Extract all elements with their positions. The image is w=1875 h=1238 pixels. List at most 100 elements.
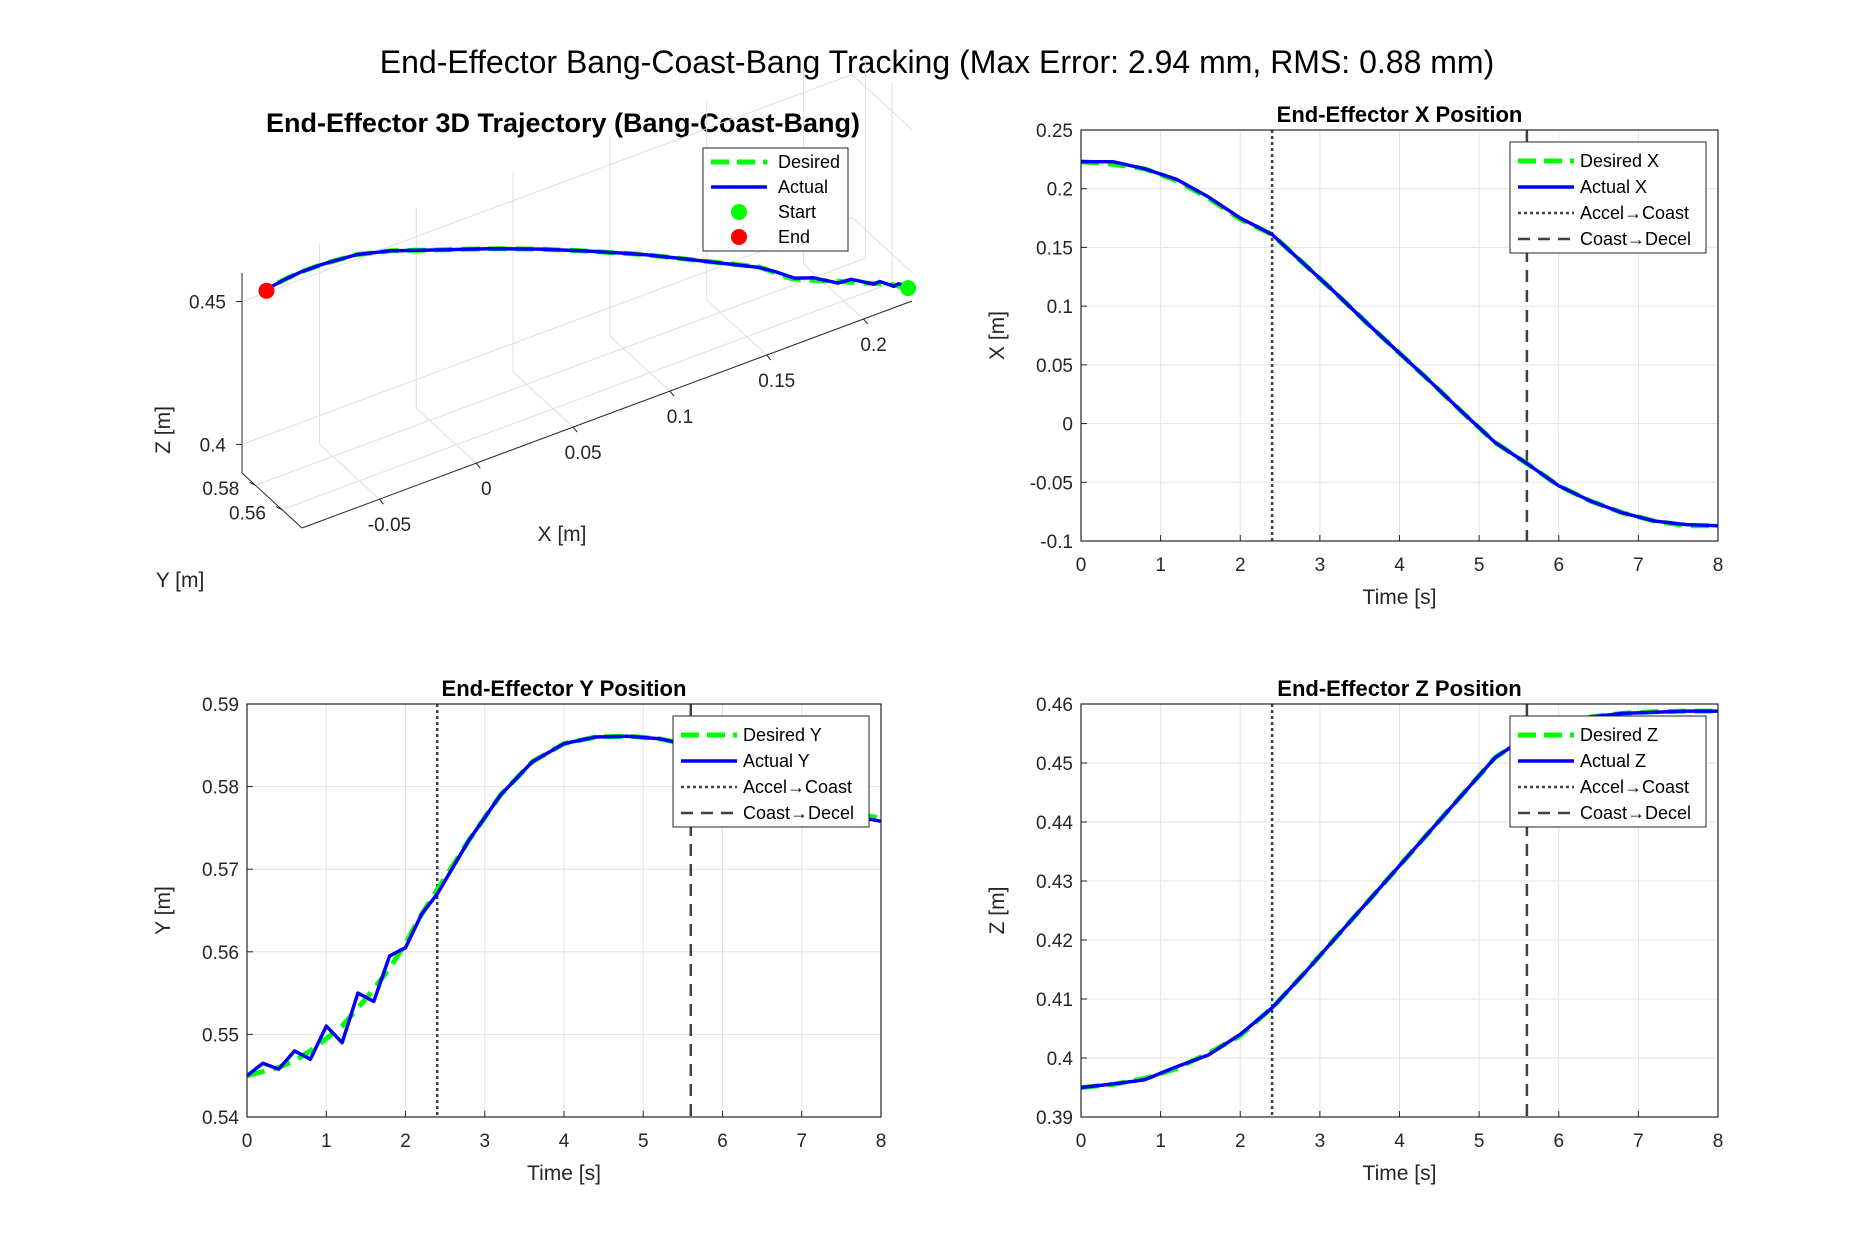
zpos-x-tick-label: 8	[1713, 1131, 1724, 1152]
zpos-y-axis-label: Z [m]	[986, 887, 1009, 935]
ypos-legend-label-1: Desired Y	[743, 725, 822, 745]
xpos-x-tick-label: 7	[1633, 555, 1644, 576]
trajectory-3d-end-marker	[258, 282, 275, 299]
zpos-y-tick-label: 0.4	[1047, 1049, 1074, 1070]
zpos-x-tick-label: 4	[1394, 1131, 1405, 1152]
ypos-legend-box	[672, 715, 870, 828]
ypos-legend-label-2: Actual Y	[743, 751, 810, 771]
xpos-y-tick-label: 0.2	[1047, 180, 1073, 201]
zpos-x-tick-label: 2	[1235, 1131, 1246, 1152]
grid3d-floor-x-line	[512, 371, 574, 428]
zpos-y-tick-label: 0.42	[1036, 931, 1073, 952]
axis3d-x-line	[301, 300, 913, 529]
zpos-axes-frame	[1080, 703, 1719, 1118]
grid3d-back-z-line	[241, 216, 853, 445]
trajectory-3d-start-marker	[900, 280, 917, 297]
ypos-legend-label-3: Accel→Coast	[743, 777, 852, 797]
zpos-legend-label-3: Accel→Coast	[1580, 777, 1689, 797]
xpos-x-tick-label: 8	[1713, 555, 1724, 576]
xpos-y-tick-label: -0.05	[1030, 473, 1073, 494]
zpos-x-tick-label: 7	[1633, 1131, 1644, 1152]
ypos-axes-frame	[246, 703, 882, 1118]
trajectory-3d-actual	[265, 246, 910, 293]
axis3d-y-line	[241, 472, 303, 529]
ypos-legend-label-4: Coast→Decel	[743, 803, 854, 823]
axis3d-x-tick-label: 0.1	[667, 407, 693, 428]
ypos-y-tick-label: 0.58	[202, 778, 239, 799]
ypos-title: End-Effector Y Position	[442, 676, 687, 701]
axis3d-x-tick-label: 0.05	[565, 443, 602, 464]
axis3d-y-tick-label: 0.58	[202, 479, 239, 500]
ypos-x-tick-label: 3	[479, 1131, 490, 1152]
axis3d-z-label: Z [m]	[152, 406, 175, 454]
xpos-x-tick-label: 3	[1315, 555, 1326, 576]
trajectory-3d-legend-label-4: End	[778, 227, 810, 247]
xpos-y-tick-label: -0.1	[1040, 532, 1073, 553]
axis3d-y-tick-mark	[275, 506, 283, 511]
xpos-axes-frame	[1080, 129, 1719, 542]
zpos-x-tick-label: 6	[1553, 1131, 1564, 1152]
zpos-y-tick-label: 0.43	[1036, 872, 1073, 893]
zpos-x-tick-label: 3	[1315, 1131, 1326, 1152]
axis3d-y-tick-label: 0.56	[229, 504, 266, 525]
y-position-axes: 0 1 2 3 4 5 6 7 8 0.54 0.55 0.56 0.57 0.58 0.59 End-Eff…	[152, 676, 886, 1185]
axis3d-y-label: Y [m]	[156, 569, 205, 592]
z-position-axes: 0 1 2 3 4 5 6 7 8 0.39 0.4 0.41 0.42 0.43 0.44 0.45 0.46…	[986, 676, 1723, 1185]
grid3d-floor-y-line	[281, 282, 893, 511]
ypos-y-axis-label: Y [m]	[152, 886, 175, 935]
axis3d-x-tick-mark	[863, 318, 868, 325]
axis3d-z-tick-label: 0.45	[189, 293, 226, 314]
xpos-actual-series	[1081, 159, 1719, 528]
xpos-y-axis-label: X [m]	[986, 311, 1009, 360]
xpos-legend-label-2: Actual X	[1580, 177, 1647, 197]
axis3d-x-tick-label: -0.05	[368, 515, 411, 536]
trajectory-3d-legend-label-3: Start	[778, 202, 816, 222]
xpos-legend-label-1: Desired X	[1580, 151, 1659, 171]
ypos-y-tick-label: 0.59	[202, 695, 239, 716]
xpos-x-tick-label: 2	[1235, 555, 1246, 576]
xpos-y-tick-label: 0.15	[1036, 238, 1073, 259]
ypos-x-tick-label: 1	[321, 1131, 332, 1152]
grid3d-floor-x-line	[803, 263, 864, 320]
xpos-legend-label-3: Accel→Coast	[1580, 203, 1689, 223]
ypos-x-tick-label: 8	[876, 1131, 887, 1152]
zpos-x-tick-label: 0	[1076, 1131, 1087, 1152]
zpos-x-tick-label: 1	[1155, 1131, 1166, 1152]
zpos-legend-label-4: Coast→Decel	[1580, 803, 1691, 823]
zpos-title: End-Effector Z Position	[1277, 676, 1521, 701]
trajectory-3d-axes: End-Effector 3D Trajectory (Bang-Coast-B…	[152, 58, 917, 592]
axis3d-z-tick-label: 0.4	[200, 435, 227, 456]
xpos-x-tick-label: 6	[1553, 555, 1564, 576]
xpos-y-tick-label: 0.1	[1047, 297, 1073, 318]
axis3d-x-tick-mark	[475, 462, 481, 469]
axis3d-x-tick-label: 0.15	[758, 371, 795, 392]
ypos-y-tick-label: 0.54	[202, 1108, 239, 1129]
ypos-x-tick-label: 5	[638, 1131, 649, 1152]
ypos-y-tick-label: 0.57	[202, 860, 239, 881]
xpos-y-tick-label: 0.05	[1036, 356, 1073, 377]
ypos-x-tick-label: 0	[242, 1131, 253, 1152]
grid3d-floor-x-line	[609, 335, 671, 392]
grid3d-floor-x-line	[706, 299, 768, 356]
trajectory-3d-title: End-Effector 3D Trajectory (Bang-Coast-B…	[266, 108, 860, 138]
xpos-y-tick-label: 0	[1062, 415, 1073, 436]
trajectory-3d-legend-swatch-start	[731, 204, 747, 220]
figure-suptitle: End-Effector Bang-Coast-Bang Tracking (M…	[380, 44, 1494, 80]
xpos-x-tick-label: 4	[1394, 555, 1405, 576]
grid3d-floor-y-line	[255, 257, 866, 486]
zpos-y-tick-label: 0.45	[1036, 754, 1073, 775]
zpos-legend-label-1: Desired Z	[1580, 725, 1658, 745]
xpos-legend-label-4: Coast→Decel	[1580, 229, 1691, 249]
ypos-x-tick-label: 7	[796, 1131, 807, 1152]
zpos-legend-label-2: Actual Z	[1580, 751, 1646, 771]
ypos-x-tick-label: 6	[717, 1131, 728, 1152]
axis3d-x-tick-label: 0	[481, 479, 492, 500]
zpos-y-tick-label: 0.41	[1036, 990, 1073, 1011]
trajectory-3d-legend-label-1: Desired	[778, 152, 840, 172]
ypos-x-tick-label: 2	[400, 1131, 411, 1152]
trajectory-3d-legend-label-2: Actual	[778, 177, 828, 197]
axis3d-x-tick-mark	[766, 354, 772, 361]
grid3d-floor-x-line	[415, 407, 477, 464]
xpos-x-tick-label: 0	[1076, 555, 1087, 576]
